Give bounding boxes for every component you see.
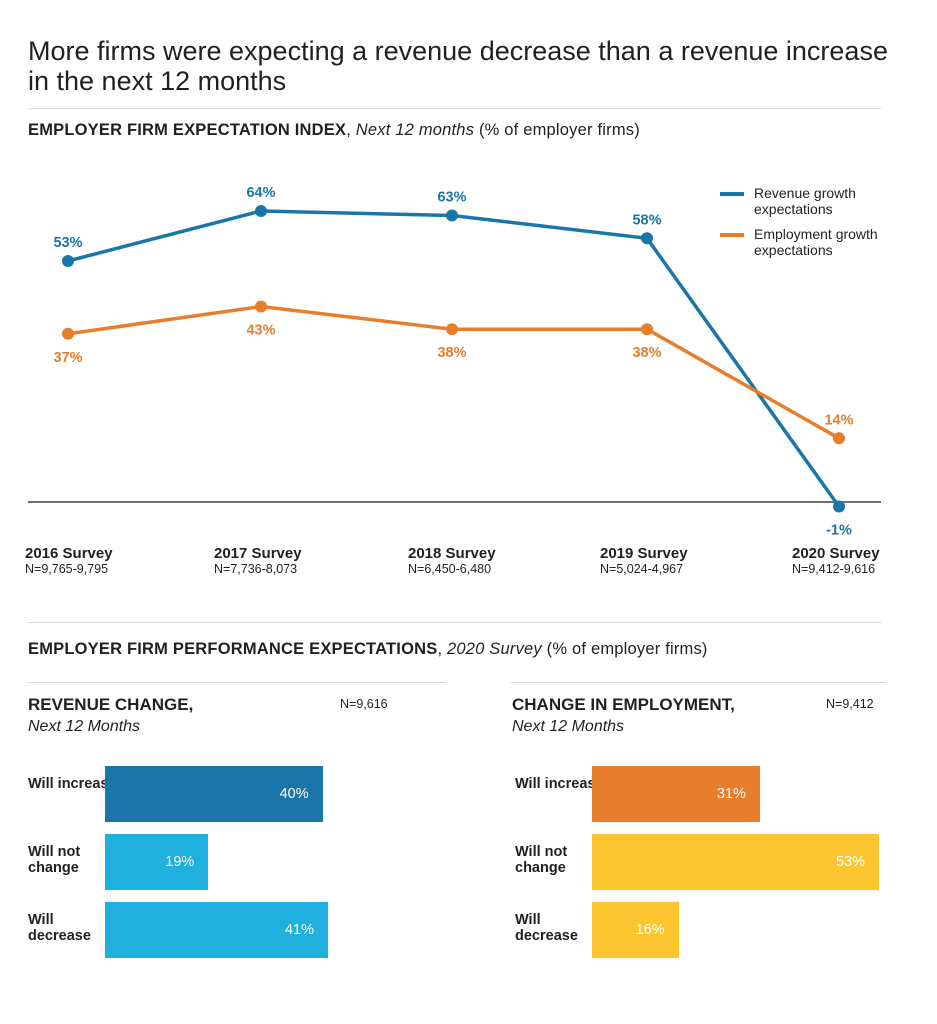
revenue-data-label: -1% (826, 523, 852, 539)
revenue-bar-value: 19% (165, 854, 195, 870)
legend-swatch-employment (720, 233, 744, 237)
revenue-category-label: Will increase (28, 776, 117, 792)
employment-data-label: 38% (632, 345, 661, 361)
revenue-point (641, 232, 653, 245)
revenue-category-label: Will decrease (28, 912, 91, 944)
survey-label-2020: 2020 Survey N=9,412-9,616 (792, 545, 880, 576)
revenue-bar: 41% (105, 902, 328, 958)
employment-category-label: Will not change (515, 844, 568, 876)
employment-data-label: 37% (53, 350, 82, 366)
survey-name: 2020 Survey (792, 545, 880, 562)
employment-panel-divider (511, 682, 886, 683)
revenue-data-label: 53% (53, 235, 82, 251)
line-chart: 53% 64% 63% 58% -1% 37% 43% 38% 38% 14% (28, 185, 881, 539)
employment-bar: 16% (592, 902, 679, 958)
revenue-category-label: Will not change (28, 844, 81, 876)
employment-data-label: 14% (824, 412, 853, 428)
survey-label-2019: 2019 Survey N=5,024-4,967 (600, 545, 688, 576)
survey-n: N=5,024-4,967 (600, 562, 684, 576)
legend-label-revenue: Revenue growth expectations (754, 185, 856, 217)
revenue-bar-value: 41% (284, 922, 314, 938)
bar-heading-italic: 2020 Survey (447, 640, 542, 658)
revenue-point (446, 209, 458, 222)
line-section-heading: EMPLOYER FIRM EXPECTATION INDEX, Next 12… (28, 121, 640, 139)
legend-swatch-revenue (720, 192, 744, 196)
employment-bar: 53% (592, 834, 879, 890)
employment-bar-value: 31% (716, 786, 746, 802)
bar-heading-plain: (% of employer firms) (546, 640, 708, 658)
revenue-point (62, 255, 74, 267)
legend-label-employment: Employment growth expectations (754, 226, 878, 258)
employment-point (62, 327, 74, 340)
line-heading-plain: (% of employer firms) (478, 121, 640, 139)
employment-category-label: Will increase (515, 776, 604, 792)
revenue-panel-divider (28, 682, 446, 683)
employment-panel-subtitle: Next 12 Months (512, 718, 625, 735)
revenue-panel-title: REVENUE CHANGE, (28, 695, 194, 714)
revenue-point (833, 500, 845, 513)
employment-point (833, 432, 845, 445)
revenue-bar-value: 40% (279, 786, 309, 802)
survey-n: N=6,450-6,480 (408, 562, 492, 576)
revenue-data-label: 64% (246, 185, 275, 201)
survey-n: N=9,765-9,795 (25, 562, 109, 576)
survey-label-2016: 2016 Survey N=9,765-9,795 (25, 545, 113, 576)
employment-point (446, 323, 458, 336)
employment-category-label: Will decrease (515, 912, 578, 944)
employment-data-label: 43% (246, 323, 275, 339)
employment-n-note: N=9,412 (826, 697, 874, 711)
survey-name: 2017 Survey (214, 545, 302, 562)
survey-n: N=9,412-9,616 (792, 562, 876, 576)
revenue-panel-subtitle: Next 12 Months (28, 718, 141, 735)
section-divider (28, 622, 881, 623)
revenue-point (255, 205, 267, 217)
employment-panel-title: CHANGE IN EMPLOYMENT, (512, 695, 735, 714)
survey-name: 2016 Survey (25, 545, 113, 562)
survey-label-2018: 2018 Survey N=6,450-6,480 (408, 545, 496, 576)
line-heading-bold: EMPLOYER FIRM EXPECTATION INDEX (28, 121, 347, 139)
revenue-n-note: N=9,616 (340, 697, 388, 711)
employment-bar-value: 53% (835, 854, 865, 870)
line-heading-italic: Next 12 months (355, 121, 475, 139)
page-title: More firms were expecting a revenue decr… (28, 36, 888, 96)
bar-heading-bold: EMPLOYER FIRM PERFORMANCE EXPECTATIONS (28, 640, 438, 658)
employment-point (641, 323, 653, 336)
employment-point (255, 300, 267, 313)
employment-bar-value: 16% (635, 922, 665, 938)
survey-n: N=7,736-8,073 (214, 562, 298, 576)
title-divider (28, 108, 881, 109)
survey-label-2017: 2017 Survey N=7,736-8,073 (214, 545, 302, 576)
employment-data-label: 38% (437, 345, 466, 361)
survey-name: 2019 Survey (600, 545, 688, 562)
revenue-data-label: 58% (632, 212, 661, 228)
revenue-bar: 19% (105, 834, 209, 890)
revenue-bar: 40% (105, 766, 323, 822)
revenue-data-label: 63% (437, 190, 466, 206)
bar-section-heading: EMPLOYER FIRM PERFORMANCE EXPECTATIONS, … (28, 640, 708, 658)
survey-name: 2018 Survey (408, 545, 496, 562)
employment-bar: 31% (592, 766, 760, 822)
